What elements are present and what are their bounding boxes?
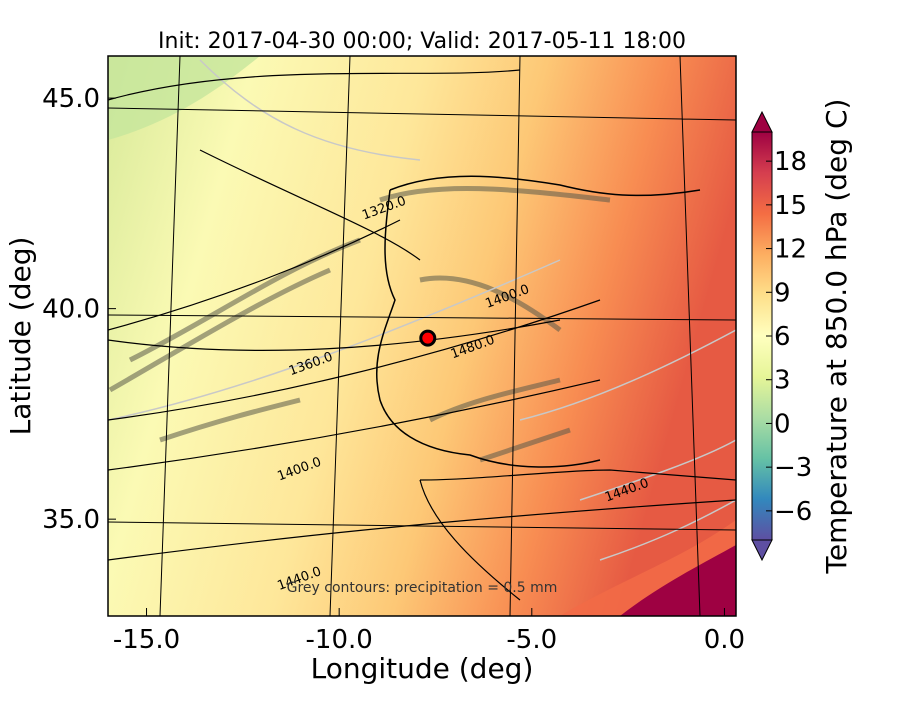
x-axis-label: Longitude (deg) [311,652,534,685]
location-marker [419,329,437,347]
plot-area: 1320.01360.01400.01440.01440.01480.01400… [108,56,736,616]
x-tick-label: 0.0 [704,625,745,655]
precip-contour-grey [108,185,611,463]
y-tick-label: 35.0 [42,505,100,535]
chart-title: Init: 2017-04-30 00:00; Valid: 2017-05-1… [158,29,686,54]
colorbar-tick-label: −3 [774,453,812,483]
x-tick-label: -15.0 [113,625,180,655]
grey-contours [108,59,736,561]
colorbar-tick-label: −6 [774,497,812,527]
cold-region-northwest [108,56,260,140]
colorbar-tick-label: 6 [774,322,791,352]
colorbar-extend-bottom [751,539,773,562]
hot-region-southeast [620,545,736,616]
x-axis-ticks: -15.0 -10.0 -5.0 0.0 [113,608,745,655]
colorbar-tick-label: 18 [774,147,807,177]
colorbar-tick-label: 15 [774,191,807,221]
plot-frame [107,55,737,617]
colorbar-tick-label: 12 [774,235,807,265]
colorbar: −6 −3 0 3 6 9 12 15 18 Temperature at 850.0 hPa … [751,99,853,575]
iberian-coastline [376,175,701,468]
colorbar-tick-label: 3 [774,366,791,396]
colorbar-extend-top [751,110,773,133]
colorbar-ticks: −6 −3 0 3 6 9 12 15 18 [766,147,812,527]
y-axis-ticks: 35.0 40.0 45.0 [42,84,116,535]
africa-coastline [419,469,736,601]
colorbar-tick-label: 9 [774,278,791,308]
y-tick-label: 45.0 [42,84,100,114]
colorbar-label: Temperature at 850.0 hPa (deg C) [820,99,853,575]
geopotential-contours [108,69,736,561]
y-tick-label: 40.0 [42,295,100,325]
precipitation-annotation: Grey contours: precipitation = 0.5 mm [287,580,558,596]
graticule [108,56,736,616]
x-tick-label: -10.0 [306,625,373,655]
x-tick-label: -5.0 [506,625,557,655]
colorbar-tick-label: 0 [774,409,791,439]
y-axis-label: Latitude (deg) [4,237,37,436]
